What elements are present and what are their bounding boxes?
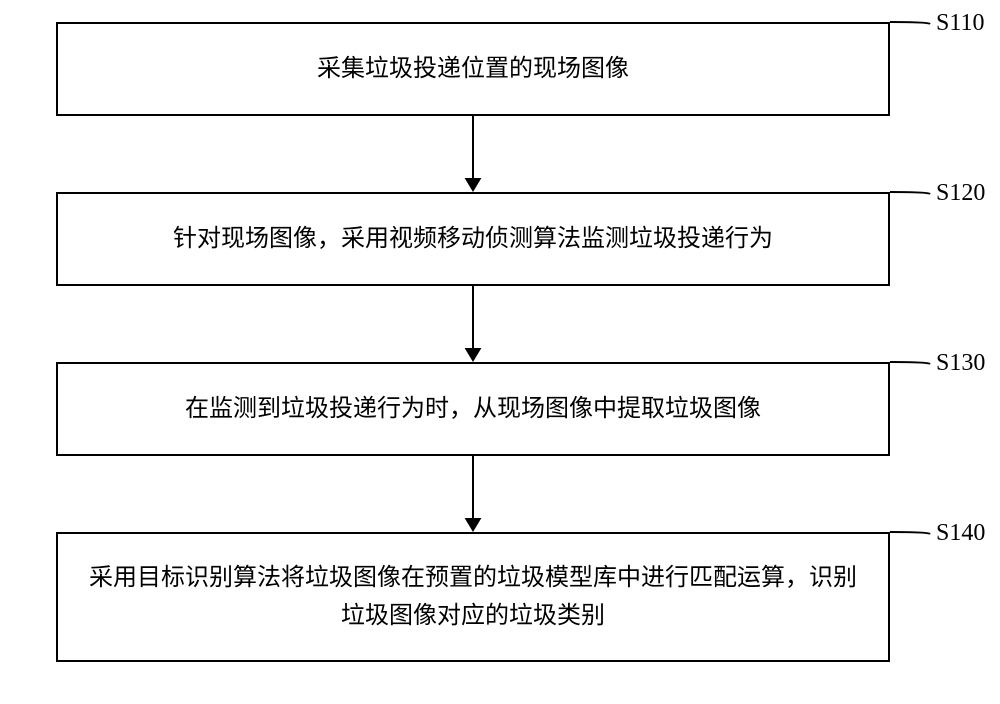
flowchart-canvas: 采集垃圾投递位置的现场图像针对现场图像，采用视频移动侦测算法监测垃圾投递行为在监… (0, 0, 1000, 704)
flow-arrow (0, 0, 1000, 704)
